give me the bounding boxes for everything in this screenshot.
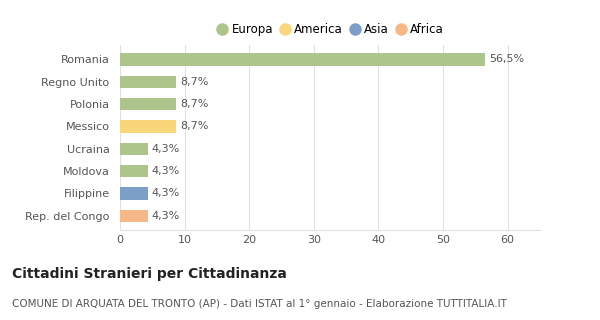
Bar (120, 143, 148, 155)
Text: 8,7%: 8,7% (180, 121, 208, 132)
Legend: Europa, America, Asia, Africa: Europa, America, Asia, Africa (214, 21, 446, 39)
Text: 8,7%: 8,7% (180, 99, 208, 109)
Bar (120, 53, 485, 66)
Text: 4,3%: 4,3% (152, 188, 180, 198)
Bar (120, 165, 148, 177)
Bar (120, 120, 176, 132)
Bar (120, 76, 176, 88)
Text: 4,3%: 4,3% (152, 166, 180, 176)
Text: 4,3%: 4,3% (152, 211, 180, 221)
Bar (120, 187, 148, 200)
Text: 56,5%: 56,5% (489, 54, 524, 64)
Text: Cittadini Stranieri per Cittadinanza: Cittadini Stranieri per Cittadinanza (12, 268, 287, 281)
Text: 4,3%: 4,3% (152, 144, 180, 154)
Bar (120, 98, 176, 110)
Bar (120, 210, 148, 222)
Text: 8,7%: 8,7% (180, 77, 208, 87)
Text: COMUNE DI ARQUATA DEL TRONTO (AP) - Dati ISTAT al 1° gennaio - Elaborazione TUTT: COMUNE DI ARQUATA DEL TRONTO (AP) - Dati… (12, 299, 507, 309)
